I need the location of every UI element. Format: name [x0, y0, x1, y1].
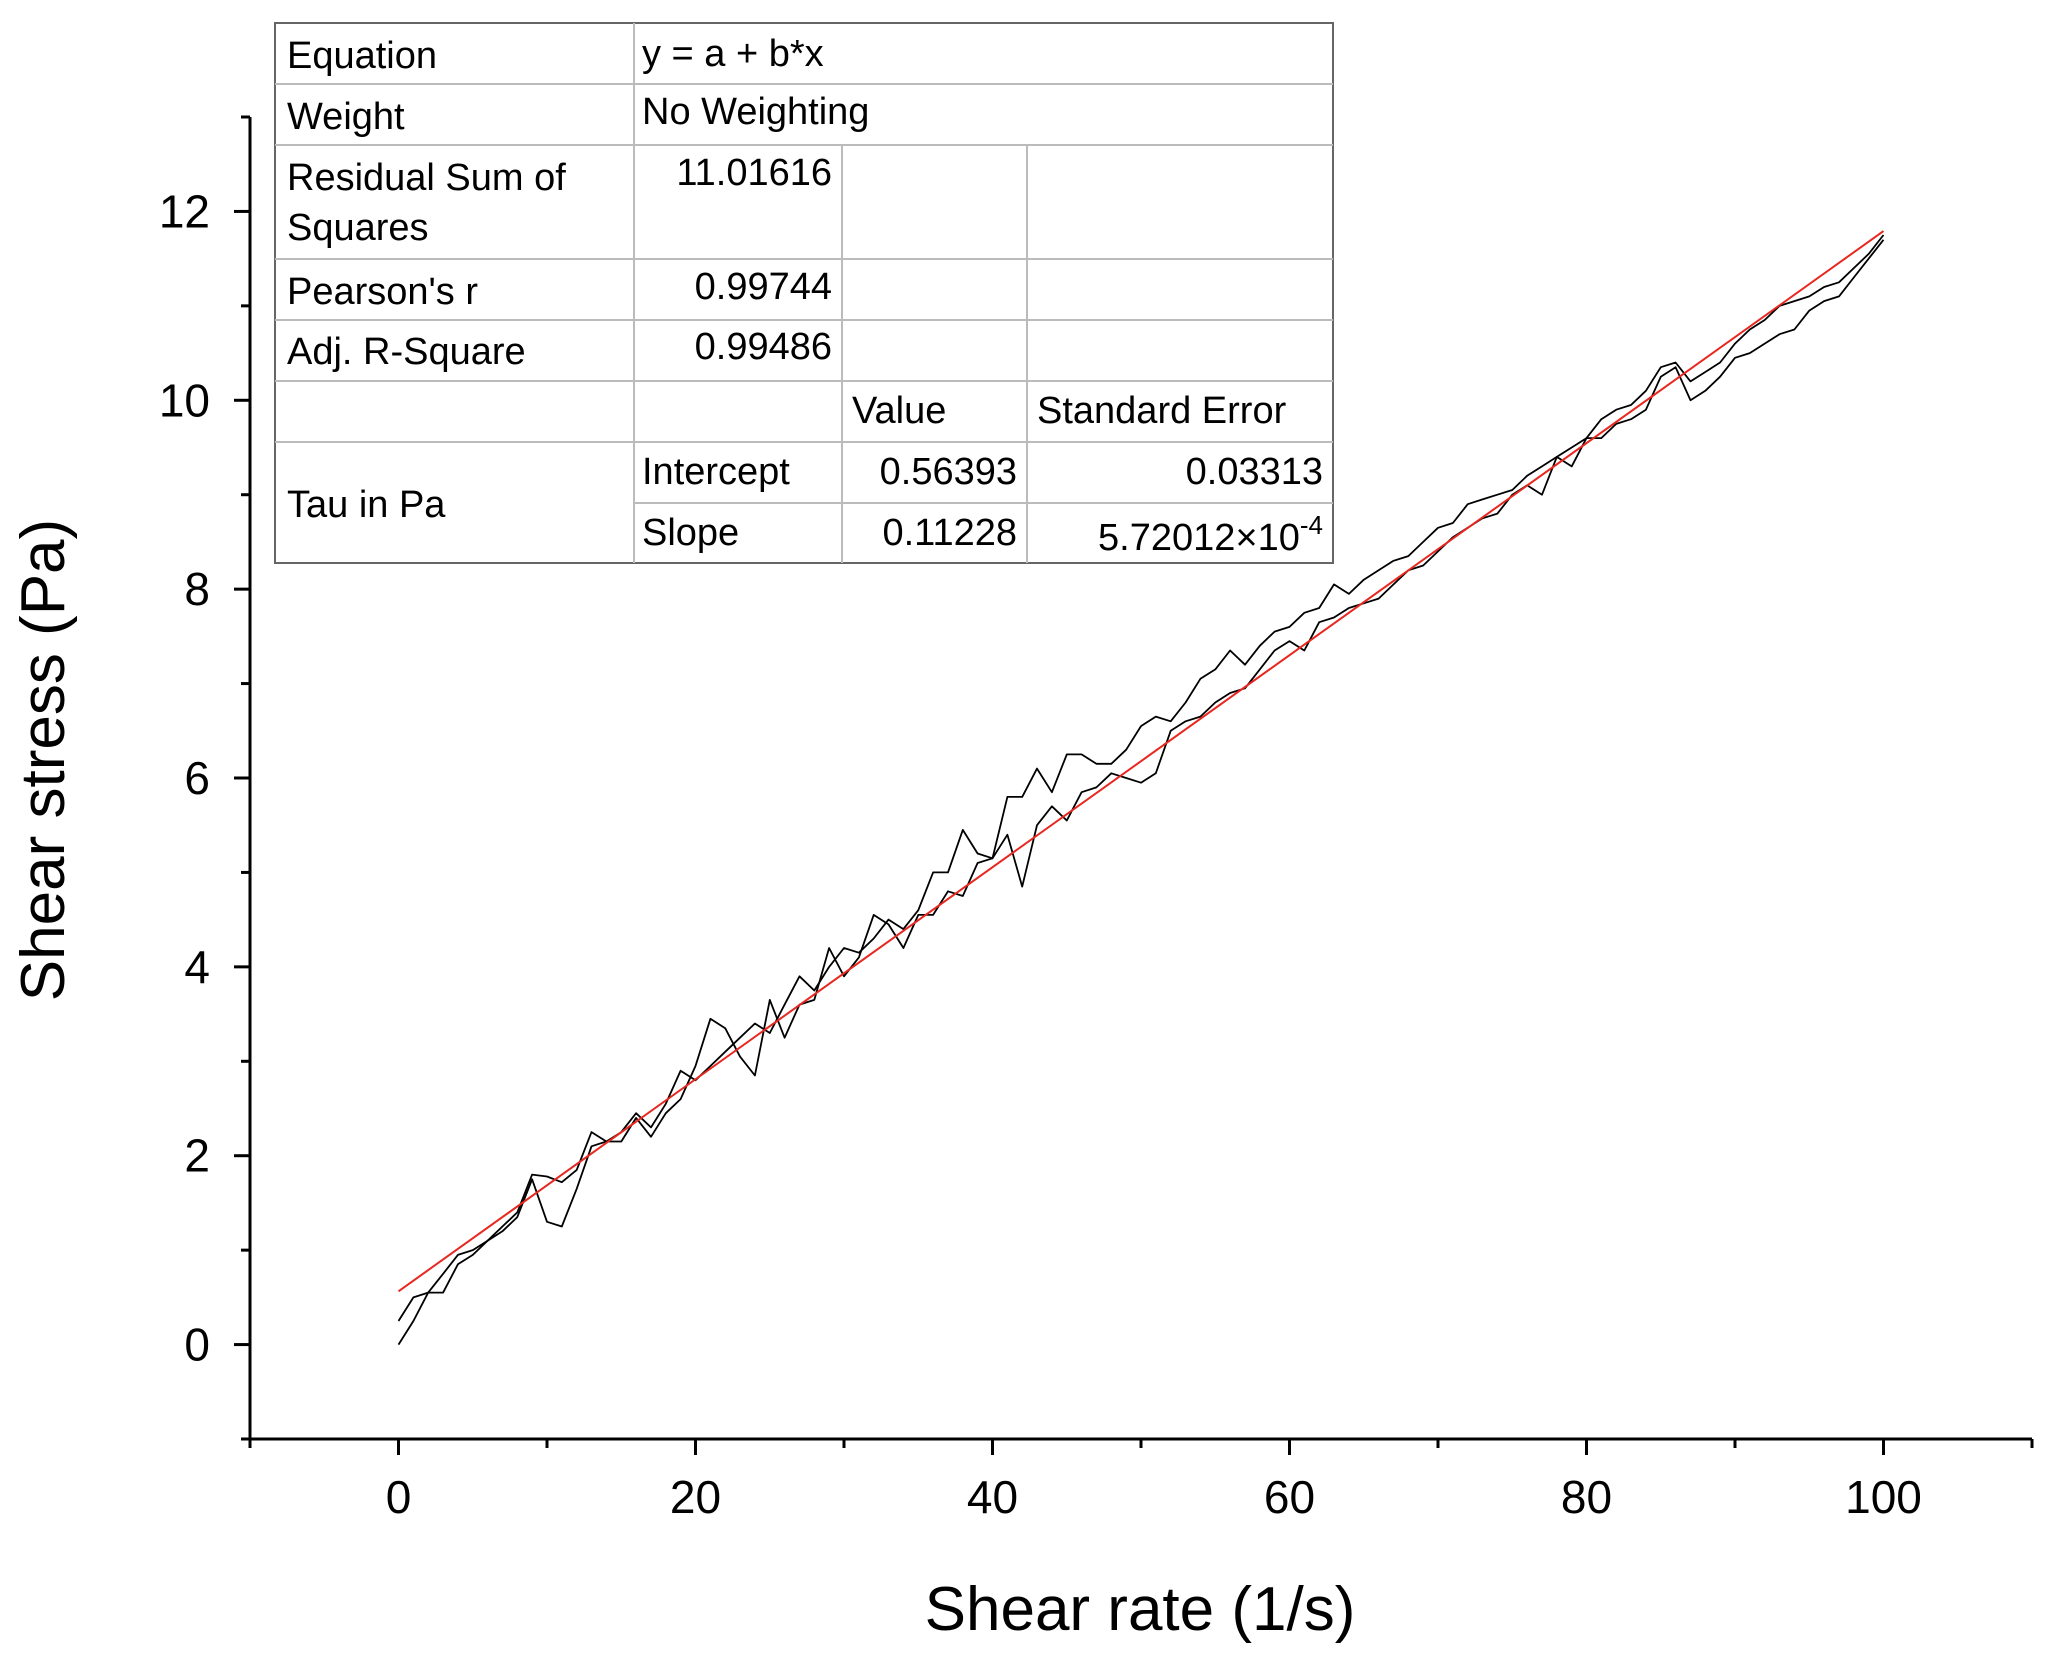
x-tick-label: 0 — [386, 1471, 412, 1523]
table-group-label: Tau in Pa — [287, 484, 446, 526]
x-tick-label: 40 — [967, 1471, 1018, 1523]
y-tick-label: 0 — [184, 1319, 210, 1371]
x-tick-label: 100 — [1845, 1471, 1922, 1523]
data-series-line-1 — [397, 234, 1885, 1322]
table-label-pearson: Pearson's r — [287, 271, 478, 313]
table-label-adj-r-square: Adj. R-Square — [287, 331, 526, 373]
table-intercept-value: 0.56393 — [880, 451, 1017, 493]
x-tick-label: 20 — [670, 1471, 721, 1523]
y-axis-title: Shear stress (Pa) — [9, 519, 78, 1001]
series-layer — [397, 230, 1885, 1346]
table-param-slope: Slope — [642, 512, 739, 554]
y-ticks: 0 2 4 6 8 10 12 — [159, 115, 250, 1441]
y-tick-label: 12 — [159, 185, 210, 237]
x-tick-label: 80 — [1561, 1471, 1612, 1523]
table-intercept-error: 0.03313 — [1186, 451, 1323, 493]
fit-results-table: Equation y = a + b*x Weight No Weighting… — [274, 22, 1334, 564]
x-axis-title: Shear rate (1/s) — [925, 1575, 1356, 1644]
table-background — [274, 22, 1334, 564]
data-series-line-2 — [397, 239, 1885, 1346]
table-slope-value: 0.11228 — [882, 512, 1017, 554]
x-tick-label: 60 — [1264, 1471, 1315, 1523]
y-tick-label: 10 — [159, 374, 210, 426]
table-value-residual: 11.01616 — [676, 152, 832, 194]
table-param-intercept: Intercept — [642, 451, 790, 493]
table-label-weight: Weight — [287, 96, 405, 138]
table-header-standard-error: Standard Error — [1037, 390, 1287, 432]
table-header-value: Value — [852, 390, 946, 432]
table-value-adj-r-square: 0.99486 — [695, 326, 832, 368]
table-slope-error: 5.72012×10-4 — [1098, 510, 1323, 559]
x-ticks: 0 20 40 60 80 100 — [248, 1439, 2034, 1523]
linear-fit-line — [397, 230, 1885, 1293]
y-tick-label: 8 — [184, 563, 210, 615]
table-slope-error-exponent: -4 — [1300, 510, 1323, 540]
table-value-pearson: 0.99744 — [695, 266, 832, 308]
table-label-residual-line2: Squares — [287, 207, 429, 249]
table-label-equation: Equation — [287, 35, 437, 77]
table-value-weight: No Weighting — [642, 91, 869, 133]
y-tick-label: 6 — [184, 752, 210, 804]
table-label-residual-line1: Residual Sum of — [287, 157, 566, 199]
table-slope-error-base: 5.72012×10 — [1098, 517, 1300, 559]
table-value-equation: y = a + b*x — [642, 33, 824, 75]
y-tick-label: 4 — [184, 941, 210, 993]
y-tick-label: 2 — [184, 1130, 210, 1182]
